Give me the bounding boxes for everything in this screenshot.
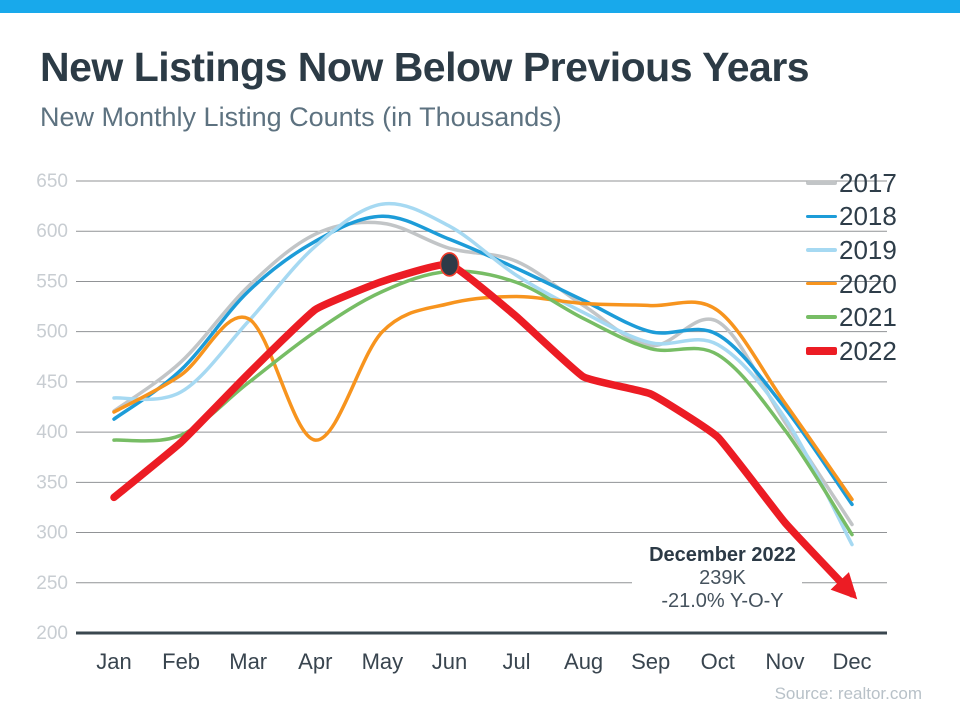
x-axis-month-label: Jan	[96, 649, 131, 674]
y-axis-tick-label: 500	[36, 322, 68, 343]
legend-swatch-2018	[806, 214, 837, 219]
annotation-value: 239K	[699, 567, 746, 589]
legend-label: 2019	[839, 234, 897, 265]
y-axis-tick-label: 400	[36, 422, 68, 443]
legend-item-2020: 2020	[806, 267, 897, 301]
y-axis-tick-label: 450	[36, 372, 68, 393]
y-axis-tick-label: 600	[36, 221, 68, 242]
x-axis-month-label: Nov	[765, 649, 804, 674]
series-line-2017	[112, 220, 854, 527]
x-axis-month-label: May	[362, 649, 404, 674]
x-axis-month-label: Aug	[564, 649, 603, 674]
highlight-marker-dot	[439, 252, 460, 277]
annotation-change: -21.0% Y-O-Y	[661, 590, 784, 612]
legend-swatch-2021	[806, 315, 837, 319]
y-axis-tick-label: 350	[36, 472, 68, 493]
x-axis-month-label: Jun	[432, 649, 467, 674]
legend-item-2021: 2021	[806, 300, 897, 334]
y-axis-tick-label: 250	[36, 573, 68, 594]
legend-item-2019: 2019	[806, 233, 897, 267]
x-axis-month-label: Apr	[298, 649, 332, 674]
top-accent-bar	[0, 0, 960, 13]
page-title: New Listings Now Below Previous Years	[40, 44, 810, 90]
legend-item-2018: 2018	[806, 200, 897, 234]
annotation-december-2022: December 2022 239K -21.0% Y-O-Y	[625, 544, 820, 613]
y-axis-tick-label: 300	[36, 523, 68, 544]
x-axis-month-label: Sep	[631, 649, 670, 674]
annotation-title: December 2022	[649, 544, 796, 566]
page-subtitle: New Monthly Listing Counts (in Thousands…	[40, 102, 562, 132]
legend-swatch-2022	[806, 346, 837, 355]
series-line-2021	[112, 269, 854, 537]
legend-label: 2020	[839, 268, 897, 299]
legend-item-2022: 2022	[806, 334, 897, 368]
legend-swatch-2020	[806, 281, 837, 286]
series-line-2018	[112, 214, 854, 507]
series-line-2019	[112, 201, 854, 547]
legend-label: 2022	[839, 335, 897, 366]
y-axis-tick-label: 550	[36, 271, 68, 292]
x-axis-month-label: Mar	[229, 649, 267, 674]
series-line-2020	[112, 294, 854, 502]
legend-swatch-2019	[806, 248, 837, 252]
x-axis-month-label: Dec	[832, 649, 871, 674]
legend-label: 2021	[839, 302, 897, 333]
legend-label: 2017	[839, 167, 897, 198]
series-line-2022	[110, 260, 858, 600]
y-axis-tick-label: 200	[36, 623, 68, 644]
legend-label: 2018	[839, 201, 897, 232]
x-axis-month-label: Jul	[502, 649, 530, 674]
y-axis-tick-label: 650	[36, 171, 68, 192]
legend-item-2017: 2017	[806, 166, 897, 200]
x-axis-month-label: Feb	[162, 649, 200, 674]
legend-swatch-2017	[806, 181, 837, 185]
chart-legend: 2017 2018 2019 2020 2021 2022	[806, 166, 897, 368]
x-axis-month-label: Oct	[701, 649, 735, 674]
source-credit: Source: realtor.com	[774, 684, 922, 703]
